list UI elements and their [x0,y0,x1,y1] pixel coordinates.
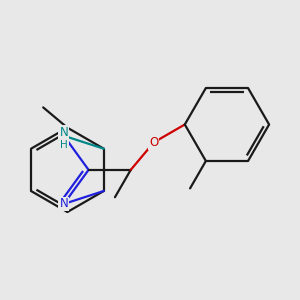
Text: N: N [59,126,68,139]
Text: O: O [149,136,158,149]
Text: H: H [60,140,68,150]
Text: N: N [59,197,68,211]
